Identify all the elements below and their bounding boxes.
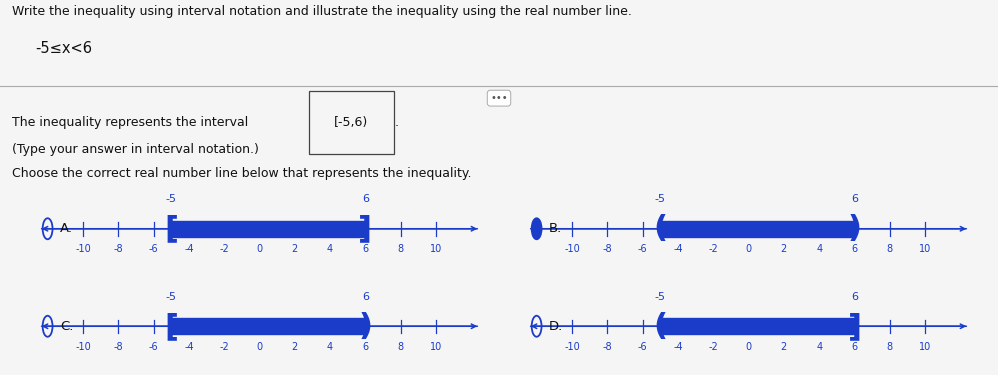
Text: (: ( — [654, 214, 668, 243]
Text: 4: 4 — [816, 342, 822, 352]
Text: 10: 10 — [430, 342, 442, 352]
Text: 6: 6 — [851, 244, 857, 255]
Text: ]: ] — [847, 312, 861, 341]
Text: 2: 2 — [780, 244, 787, 255]
Text: 6: 6 — [362, 244, 368, 255]
Text: 10: 10 — [919, 244, 931, 255]
Text: -6: -6 — [149, 342, 159, 352]
Text: 10: 10 — [430, 244, 442, 255]
Text: -5≤x<6: -5≤x<6 — [35, 41, 92, 56]
Text: 8: 8 — [397, 244, 404, 255]
Text: -6: -6 — [149, 244, 159, 255]
Text: -5: -5 — [166, 194, 177, 204]
Text: -10: -10 — [564, 244, 580, 255]
Text: 6: 6 — [851, 342, 857, 352]
Text: 6: 6 — [851, 194, 858, 204]
Text: •••: ••• — [490, 93, 508, 103]
Text: 2: 2 — [780, 342, 787, 352]
Text: ): ) — [358, 312, 372, 341]
Text: -6: -6 — [638, 342, 648, 352]
Text: -2: -2 — [709, 244, 719, 255]
Text: -8: -8 — [603, 342, 612, 352]
Text: ): ) — [847, 214, 861, 243]
Text: -4: -4 — [184, 342, 194, 352]
Text: B.: B. — [549, 222, 562, 235]
Circle shape — [532, 218, 542, 239]
Text: 8: 8 — [397, 342, 404, 352]
Text: -4: -4 — [184, 244, 194, 255]
Text: Write the inequality using interval notation and illustrate the inequality using: Write the inequality using interval nota… — [12, 5, 632, 18]
Text: (Type your answer in interval notation.): (Type your answer in interval notation.) — [12, 143, 258, 156]
Text: -4: -4 — [673, 244, 683, 255]
Text: -10: -10 — [564, 342, 580, 352]
Text: The inequality represents the interval: The inequality represents the interval — [12, 116, 252, 129]
Text: -10: -10 — [75, 244, 91, 255]
Text: -8: -8 — [114, 342, 123, 352]
Text: -4: -4 — [673, 342, 683, 352]
Text: -5: -5 — [655, 292, 666, 302]
Text: -8: -8 — [114, 244, 123, 255]
Text: -2: -2 — [709, 342, 719, 352]
Text: 10: 10 — [919, 342, 931, 352]
Text: 6: 6 — [362, 342, 368, 352]
Text: 0: 0 — [256, 244, 262, 255]
Text: 8: 8 — [886, 244, 893, 255]
Text: 0: 0 — [256, 342, 262, 352]
Text: 0: 0 — [746, 342, 751, 352]
Text: D.: D. — [549, 320, 563, 333]
Text: 6: 6 — [362, 194, 369, 204]
Text: 4: 4 — [816, 244, 822, 255]
Text: -8: -8 — [603, 244, 612, 255]
Text: -2: -2 — [220, 342, 230, 352]
Text: -5: -5 — [655, 194, 666, 204]
Text: -2: -2 — [220, 244, 230, 255]
Text: -5: -5 — [166, 292, 177, 302]
Text: (: ( — [654, 312, 668, 341]
Text: C.: C. — [60, 320, 73, 333]
Text: 2: 2 — [291, 244, 298, 255]
Text: 4: 4 — [327, 244, 333, 255]
Text: ]: ] — [358, 214, 372, 243]
Text: -10: -10 — [75, 342, 91, 352]
Text: .: . — [394, 116, 398, 129]
Text: -6: -6 — [638, 244, 648, 255]
Text: A.: A. — [60, 222, 73, 235]
Text: 2: 2 — [291, 342, 298, 352]
Text: [: [ — [165, 312, 179, 341]
Text: 6: 6 — [362, 292, 369, 302]
Text: [: [ — [165, 214, 179, 243]
Text: [-5,6): [-5,6) — [334, 116, 368, 129]
Text: 4: 4 — [327, 342, 333, 352]
Text: Choose the correct real number line below that represents the inequality.: Choose the correct real number line belo… — [12, 167, 471, 180]
Text: 8: 8 — [886, 342, 893, 352]
Text: 0: 0 — [746, 244, 751, 255]
Text: 6: 6 — [851, 292, 858, 302]
